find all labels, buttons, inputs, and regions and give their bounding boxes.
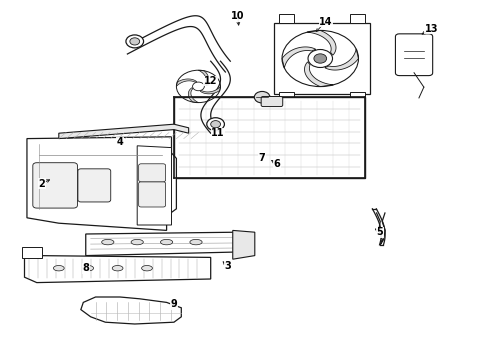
Text: 10: 10 bbox=[231, 11, 245, 21]
FancyBboxPatch shape bbox=[33, 163, 77, 208]
Polygon shape bbox=[325, 49, 359, 70]
Ellipse shape bbox=[83, 266, 94, 271]
FancyBboxPatch shape bbox=[261, 96, 283, 107]
Text: 3: 3 bbox=[224, 261, 231, 271]
FancyBboxPatch shape bbox=[78, 169, 111, 202]
Polygon shape bbox=[200, 86, 220, 94]
Circle shape bbox=[193, 82, 204, 91]
Ellipse shape bbox=[131, 239, 143, 245]
Text: 9: 9 bbox=[171, 299, 177, 309]
Polygon shape bbox=[24, 256, 211, 283]
Bar bbox=[279, 92, 294, 103]
FancyBboxPatch shape bbox=[395, 34, 433, 76]
Polygon shape bbox=[59, 124, 189, 139]
Circle shape bbox=[211, 121, 220, 128]
Bar bbox=[350, 92, 365, 103]
Text: 6: 6 bbox=[273, 159, 280, 169]
Ellipse shape bbox=[142, 266, 152, 271]
Circle shape bbox=[254, 91, 270, 103]
FancyBboxPatch shape bbox=[22, 247, 42, 258]
Ellipse shape bbox=[190, 239, 202, 245]
Polygon shape bbox=[198, 70, 209, 85]
Polygon shape bbox=[81, 297, 181, 324]
Bar bbox=[279, 14, 294, 23]
Polygon shape bbox=[137, 146, 172, 225]
Polygon shape bbox=[176, 79, 197, 86]
Ellipse shape bbox=[102, 239, 114, 245]
Text: 5: 5 bbox=[376, 227, 383, 237]
Polygon shape bbox=[86, 232, 238, 256]
Polygon shape bbox=[307, 31, 336, 55]
Text: 2: 2 bbox=[38, 179, 45, 189]
Bar bbox=[174, 97, 365, 178]
Circle shape bbox=[126, 35, 144, 48]
Ellipse shape bbox=[112, 266, 123, 271]
Circle shape bbox=[308, 49, 333, 68]
Polygon shape bbox=[233, 230, 255, 259]
Text: 13: 13 bbox=[424, 24, 438, 34]
Polygon shape bbox=[304, 62, 333, 86]
Text: 14: 14 bbox=[319, 17, 333, 27]
Text: 4: 4 bbox=[117, 137, 123, 147]
Polygon shape bbox=[376, 212, 385, 245]
Bar bbox=[350, 14, 365, 23]
Text: 7: 7 bbox=[259, 153, 266, 163]
FancyBboxPatch shape bbox=[139, 182, 166, 207]
Polygon shape bbox=[27, 137, 176, 230]
FancyBboxPatch shape bbox=[139, 164, 166, 182]
Circle shape bbox=[130, 38, 140, 45]
Ellipse shape bbox=[161, 239, 172, 245]
Text: 12: 12 bbox=[204, 76, 218, 86]
Circle shape bbox=[207, 118, 224, 131]
Circle shape bbox=[314, 54, 327, 63]
Polygon shape bbox=[188, 87, 198, 103]
Bar bbox=[274, 23, 370, 94]
Polygon shape bbox=[282, 47, 316, 68]
Text: 8: 8 bbox=[82, 263, 89, 273]
Ellipse shape bbox=[53, 266, 64, 271]
Text: 11: 11 bbox=[211, 128, 225, 138]
